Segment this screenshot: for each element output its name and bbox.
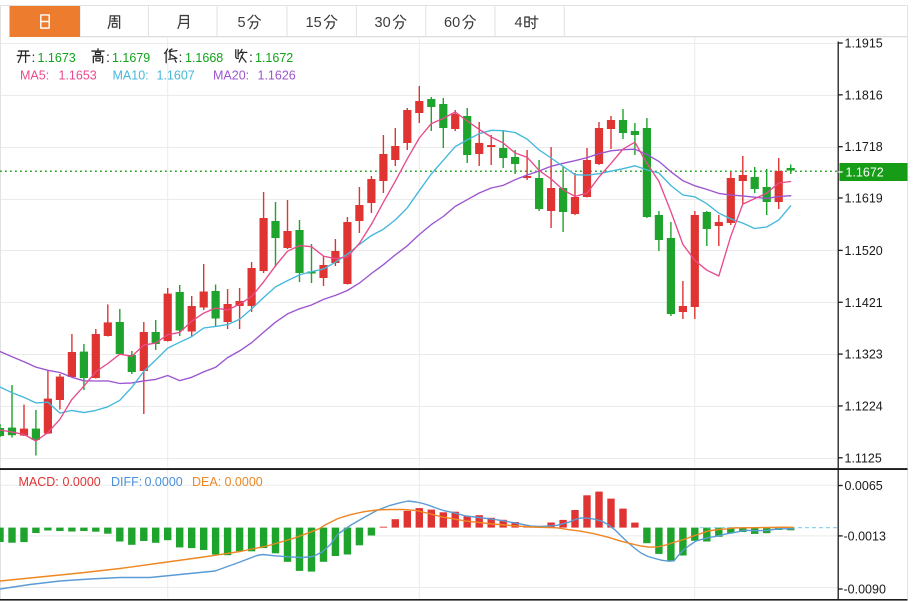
- svg-text:-0.0013: -0.0013: [844, 529, 886, 543]
- svg-text:0.0000: 0.0000: [145, 475, 183, 489]
- svg-text:1.1672: 1.1672: [846, 166, 884, 180]
- svg-text:1.1520: 1.1520: [845, 244, 883, 258]
- svg-text:1.1653: 1.1653: [59, 69, 97, 83]
- svg-text:1.1626: 1.1626: [258, 69, 296, 83]
- svg-text:15: 15: [306, 15, 322, 31]
- svg-text::: :: [106, 49, 110, 65]
- svg-text:1.1619: 1.1619: [845, 192, 883, 206]
- svg-text:1.1718: 1.1718: [845, 140, 883, 154]
- svg-text:0.0000: 0.0000: [225, 475, 263, 489]
- svg-text:MA5:: MA5:: [20, 69, 49, 83]
- svg-text:1.1421: 1.1421: [845, 296, 883, 310]
- svg-text::: :: [179, 49, 183, 65]
- svg-text:5: 5: [238, 15, 246, 31]
- svg-text:1.1224: 1.1224: [845, 399, 883, 413]
- svg-text:1.1816: 1.1816: [845, 88, 883, 102]
- svg-text:1.1607: 1.1607: [157, 69, 195, 83]
- svg-text:60: 60: [444, 15, 460, 31]
- svg-text:1.1679: 1.1679: [112, 51, 150, 65]
- svg-text:1.1915: 1.1915: [845, 37, 883, 51]
- svg-text:MA10:: MA10:: [113, 69, 149, 83]
- svg-text:1.1125: 1.1125: [845, 451, 882, 465]
- svg-text:-0.0090: -0.0090: [844, 583, 886, 597]
- svg-text:MACD:: MACD:: [19, 475, 59, 489]
- svg-text:30: 30: [375, 15, 391, 31]
- svg-text::: :: [32, 49, 36, 65]
- svg-text:1.1673: 1.1673: [38, 51, 76, 65]
- svg-text:MA20:: MA20:: [213, 69, 249, 83]
- svg-text::: :: [249, 49, 253, 65]
- svg-text:1.1672: 1.1672: [255, 51, 293, 65]
- svg-text:DEA:: DEA:: [192, 475, 221, 489]
- svg-text:1.1323: 1.1323: [845, 348, 883, 362]
- svg-text:0.0000: 0.0000: [63, 475, 101, 489]
- svg-text:DIFF:: DIFF:: [111, 475, 142, 489]
- svg-text:0.0065: 0.0065: [845, 479, 883, 493]
- svg-text:4: 4: [515, 15, 523, 31]
- svg-text:1.1668: 1.1668: [185, 51, 223, 65]
